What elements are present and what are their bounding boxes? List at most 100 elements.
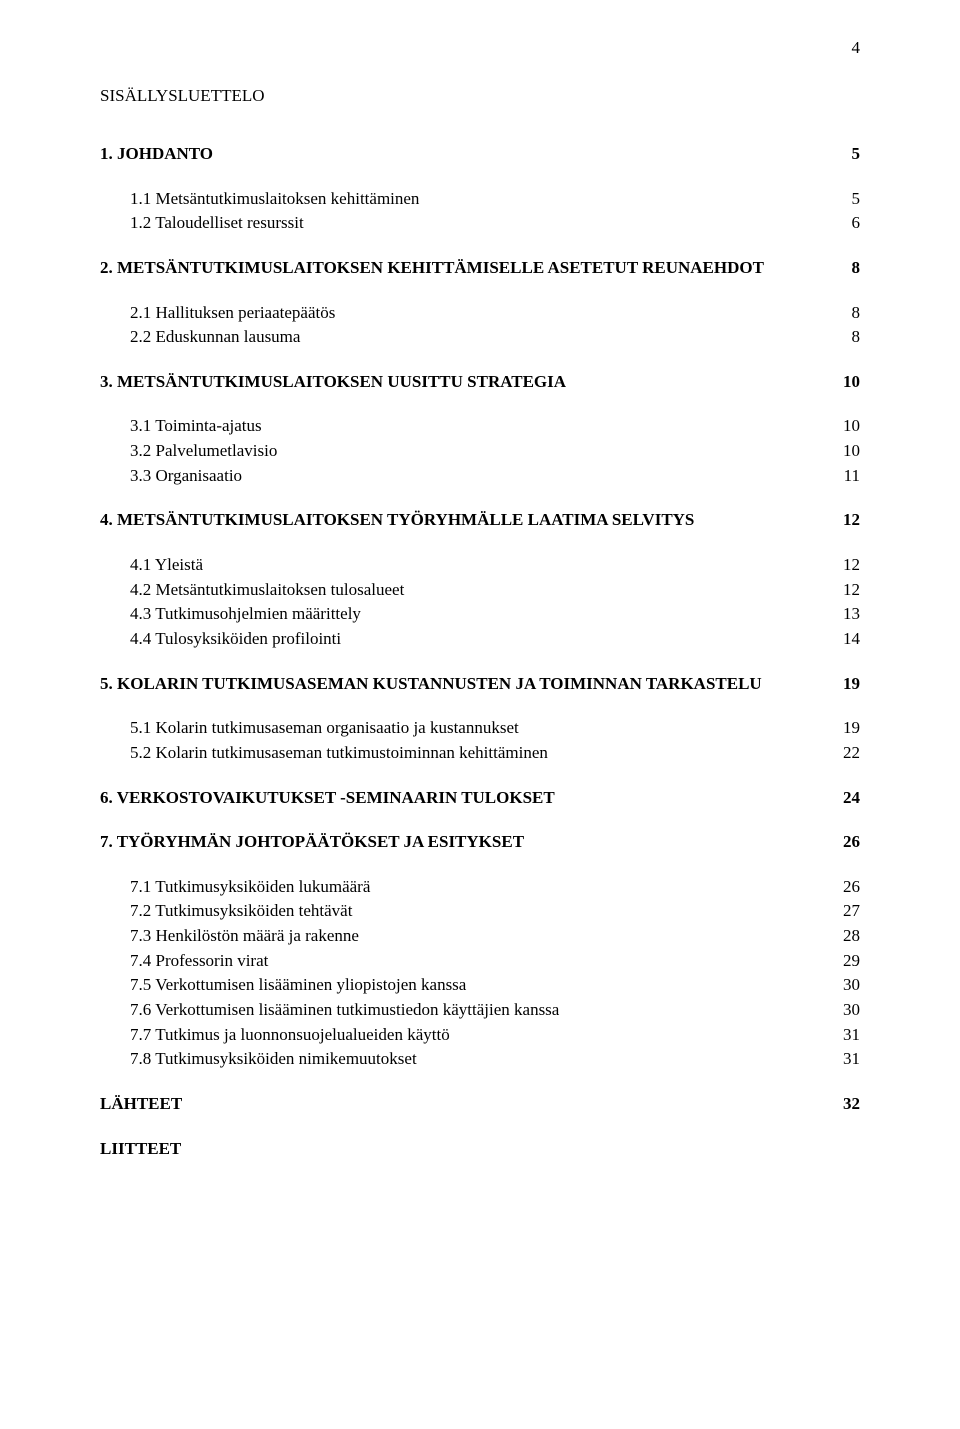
table-of-contents: 1. JOHDANTO51.1 Metsäntutkimuslaitoksen … xyxy=(100,142,860,1161)
toc-head-label: LIITTEET xyxy=(100,1137,832,1162)
toc-sub-label: 7.8 Tutkimusyksiköiden nimikemuutokset xyxy=(100,1047,832,1072)
toc-section-head: 2. METSÄNTUTKIMUSLAITOKSEN KEHITTÄMISELL… xyxy=(100,256,860,281)
toc-sub-row: 7.4 Professorin virat29 xyxy=(100,949,860,974)
toc-sub-label: 7.3 Henkilöstön määrä ja rakenne xyxy=(100,924,832,949)
toc-spacer xyxy=(100,855,860,875)
page-number: 4 xyxy=(852,38,861,58)
toc-section-head: 1. JOHDANTO5 xyxy=(100,142,860,167)
toc-sub-page: 10 xyxy=(832,439,860,464)
toc-sub-row: 4.2 Metsäntutkimuslaitoksen tulosalueet1… xyxy=(100,578,860,603)
toc-sub-label: 4.3 Tutkimusohjelmien määrittely xyxy=(100,602,832,627)
toc-sub-row: 2.1 Hallituksen periaatepäätös8 xyxy=(100,301,860,326)
toc-sub-page: 8 xyxy=(832,301,860,326)
toc-sub-label: 2.2 Eduskunnan lausuma xyxy=(100,325,832,350)
document-page: 4 SISÄLLYSLUETTELO 1. JOHDANTO51.1 Metsä… xyxy=(0,0,960,1429)
toc-section-head: LIITTEET xyxy=(100,1137,860,1162)
toc-head-label: 6. VERKOSTOVAIKUTUKSET -SEMINAARIN TULOK… xyxy=(100,786,832,811)
toc-sub-row: 7.5 Verkottumisen lisääminen yliopistoje… xyxy=(100,973,860,998)
toc-section: 4. METSÄNTUTKIMUSLAITOKSEN TYÖRYHMÄLLE L… xyxy=(100,508,860,651)
toc-section: LIITTEET xyxy=(100,1137,860,1162)
toc-sub-row: 4.4 Tulosyksiköiden profilointi14 xyxy=(100,627,860,652)
toc-head-label: 7. TYÖRYHMÄN JOHTOPÄÄTÖKSET JA ESITYKSET xyxy=(100,830,832,855)
toc-head-page: 19 xyxy=(832,672,860,697)
toc-sub-label: 2.1 Hallituksen periaatepäätös xyxy=(100,301,832,326)
toc-sub-row: 7.3 Henkilöstön määrä ja rakenne28 xyxy=(100,924,860,949)
toc-sub-label: 7.5 Verkottumisen lisääminen yliopistoje… xyxy=(100,973,832,998)
toc-sub-label: 1.2 Taloudelliset resurssit xyxy=(100,211,832,236)
toc-sub-page: 5 xyxy=(832,187,860,212)
toc-sub-row: 7.6 Verkottumisen lisääminen tutkimustie… xyxy=(100,998,860,1023)
toc-spacer xyxy=(100,696,860,716)
toc-section: 6. VERKOSTOVAIKUTUKSET -SEMINAARIN TULOK… xyxy=(100,786,860,811)
toc-sub-page: 13 xyxy=(832,602,860,627)
toc-section-head: 7. TYÖRYHMÄN JOHTOPÄÄTÖKSET JA ESITYKSET… xyxy=(100,830,860,855)
toc-head-page: 10 xyxy=(832,370,860,395)
toc-section-head: 3. METSÄNTUTKIMUSLAITOKSEN UUSITTU STRAT… xyxy=(100,370,860,395)
toc-sub-row: 3.1 Toiminta-ajatus10 xyxy=(100,414,860,439)
toc-sub-row: 3.2 Palvelumetlavisio10 xyxy=(100,439,860,464)
toc-sub-label: 3.1 Toiminta-ajatus xyxy=(100,414,832,439)
toc-section: LÄHTEET32 xyxy=(100,1092,860,1117)
toc-spacer xyxy=(100,167,860,187)
toc-section: 7. TYÖRYHMÄN JOHTOPÄÄTÖKSET JA ESITYKSET… xyxy=(100,830,860,1072)
toc-head-page: 24 xyxy=(832,786,860,811)
toc-head-label: 2. METSÄNTUTKIMUSLAITOKSEN KEHITTÄMISELL… xyxy=(100,256,832,281)
toc-sub-page: 31 xyxy=(832,1047,860,1072)
toc-sub-row: 7.1 Tutkimusyksiköiden lukumäärä26 xyxy=(100,875,860,900)
toc-sub-page: 8 xyxy=(832,325,860,350)
toc-section: 5. KOLARIN TUTKIMUSASEMAN KUSTANNUSTEN J… xyxy=(100,672,860,766)
toc-sub-row: 5.1 Kolarin tutkimusaseman organisaatio … xyxy=(100,716,860,741)
toc-sub-page: 12 xyxy=(832,578,860,603)
toc-section: 3. METSÄNTUTKIMUSLAITOKSEN UUSITTU STRAT… xyxy=(100,370,860,489)
toc-head-label: LÄHTEET xyxy=(100,1092,832,1117)
toc-sub-row: 7.7 Tutkimus ja luonnonsuojelualueiden k… xyxy=(100,1023,860,1048)
toc-sub-page: 14 xyxy=(832,627,860,652)
toc-section-head: 6. VERKOSTOVAIKUTUKSET -SEMINAARIN TULOK… xyxy=(100,786,860,811)
toc-sub-label: 7.4 Professorin virat xyxy=(100,949,832,974)
toc-sub-row: 5.2 Kolarin tutkimusaseman tutkimustoimi… xyxy=(100,741,860,766)
toc-sub-label: 4.4 Tulosyksiköiden profilointi xyxy=(100,627,832,652)
toc-sub-row: 2.2 Eduskunnan lausuma8 xyxy=(100,325,860,350)
toc-sub-row: 3.3 Organisaatio11 xyxy=(100,464,860,489)
document-title: SISÄLLYSLUETTELO xyxy=(100,86,860,106)
toc-sub-label: 3.3 Organisaatio xyxy=(100,464,832,489)
toc-head-label: 4. METSÄNTUTKIMUSLAITOKSEN TYÖRYHMÄLLE L… xyxy=(100,508,832,533)
toc-sub-row: 1.1 Metsäntutkimuslaitoksen kehittäminen… xyxy=(100,187,860,212)
toc-sub-page: 31 xyxy=(832,1023,860,1048)
toc-spacer xyxy=(100,281,860,301)
toc-sub-row: 4.3 Tutkimusohjelmien määrittely13 xyxy=(100,602,860,627)
toc-sub-page: 27 xyxy=(832,899,860,924)
toc-head-page: 32 xyxy=(832,1092,860,1117)
toc-sub-row: 7.8 Tutkimusyksiköiden nimikemuutokset31 xyxy=(100,1047,860,1072)
toc-head-label: 3. METSÄNTUTKIMUSLAITOKSEN UUSITTU STRAT… xyxy=(100,370,832,395)
toc-sub-label: 5.1 Kolarin tutkimusaseman organisaatio … xyxy=(100,716,832,741)
toc-sub-row: 1.2 Taloudelliset resurssit6 xyxy=(100,211,860,236)
toc-sub-label: 7.7 Tutkimus ja luonnonsuojelualueiden k… xyxy=(100,1023,832,1048)
toc-sub-row: 4.1 Yleistä12 xyxy=(100,553,860,578)
toc-sub-page: 28 xyxy=(832,924,860,949)
toc-spacer xyxy=(100,533,860,553)
toc-sub-page: 22 xyxy=(832,741,860,766)
toc-head-label: 5. KOLARIN TUTKIMUSASEMAN KUSTANNUSTEN J… xyxy=(100,672,832,697)
toc-sub-label: 7.2 Tutkimusyksiköiden tehtävät xyxy=(100,899,832,924)
toc-sub-label: 3.2 Palvelumetlavisio xyxy=(100,439,832,464)
toc-sub-row: 7.2 Tutkimusyksiköiden tehtävät27 xyxy=(100,899,860,924)
toc-sub-label: 4.1 Yleistä xyxy=(100,553,832,578)
toc-section: 1. JOHDANTO51.1 Metsäntutkimuslaitoksen … xyxy=(100,142,860,236)
toc-sub-page: 12 xyxy=(832,553,860,578)
toc-head-label: 1. JOHDANTO xyxy=(100,142,832,167)
toc-sub-page: 26 xyxy=(832,875,860,900)
toc-sub-page: 19 xyxy=(832,716,860,741)
toc-head-page: 26 xyxy=(832,830,860,855)
toc-section-head: 5. KOLARIN TUTKIMUSASEMAN KUSTANNUSTEN J… xyxy=(100,672,860,697)
toc-head-page: 8 xyxy=(832,256,860,281)
toc-sub-page: 10 xyxy=(832,414,860,439)
toc-sub-page: 6 xyxy=(832,211,860,236)
toc-spacer xyxy=(100,394,860,414)
toc-sub-label: 4.2 Metsäntutkimuslaitoksen tulosalueet xyxy=(100,578,832,603)
toc-head-page: 12 xyxy=(832,508,860,533)
toc-sub-label: 5.2 Kolarin tutkimusaseman tutkimustoimi… xyxy=(100,741,832,766)
toc-sub-page: 11 xyxy=(832,464,860,489)
toc-section-head: LÄHTEET32 xyxy=(100,1092,860,1117)
toc-section: 2. METSÄNTUTKIMUSLAITOKSEN KEHITTÄMISELL… xyxy=(100,256,860,350)
